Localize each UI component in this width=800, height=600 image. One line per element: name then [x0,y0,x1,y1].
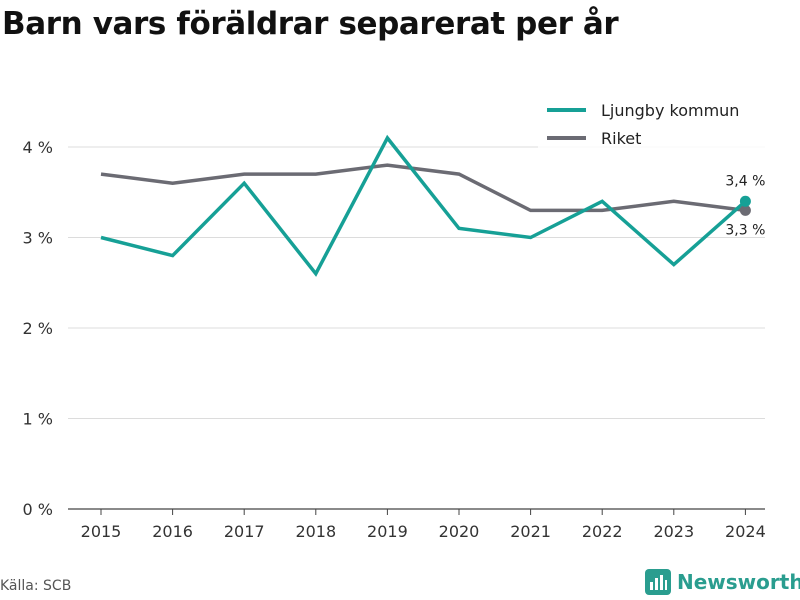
x-tick-label: 2021 [510,522,551,541]
x-tick-label: 2016 [152,522,193,541]
x-tick-label: 2019 [367,522,408,541]
series-line-riket [100,163,746,213]
legend: Ljungby kommun Riket [538,92,766,154]
brand-logo: Newsworthy [645,569,800,595]
end-label-riket: 3,3 % [725,222,765,238]
series-lines [100,134,747,277]
y-tick-label: 1 % [23,410,53,429]
x-tick-label: 2024 [725,522,766,541]
x-tick-label: 2023 [653,522,694,541]
x-tick-label: 2020 [439,522,480,541]
series-line-ljungby [100,134,747,277]
end-label-ljungby: 3,4 % [725,173,765,189]
x-tick-label: 2022 [582,522,623,541]
y-tick-label: 2 % [23,319,53,338]
end-markers: 3,4 % 3,3 % [725,173,765,238]
brand-name: Newsworthy [677,570,800,594]
legend-background [538,92,766,154]
legend-label: Riket [601,129,641,148]
x-tick-label: 2015 [81,522,122,541]
gridlines [68,146,765,419]
newsworthy-logo-icon [645,569,671,595]
x-tick-label: 2018 [295,522,336,541]
x-axis-ticks: 2015 2016 2017 2018 2019 2020 2021 2022 2023 2024 [81,509,766,541]
y-axis-ticks: 0 % 1 % 2 % 3 % 4 % [23,138,53,519]
source-note: Källa: SCB [0,578,72,594]
legend-label: Ljungby kommun [601,101,739,120]
y-tick-label: 4 % [23,138,53,157]
y-tick-label: 3 % [23,229,53,248]
end-point-ljungby [739,195,751,207]
y-tick-label: 0 % [23,500,53,519]
chart-title: Barn vars föräldrar separerat per år [2,6,619,42]
end-point-riket [739,204,751,216]
x-tick-label: 2017 [224,522,265,541]
